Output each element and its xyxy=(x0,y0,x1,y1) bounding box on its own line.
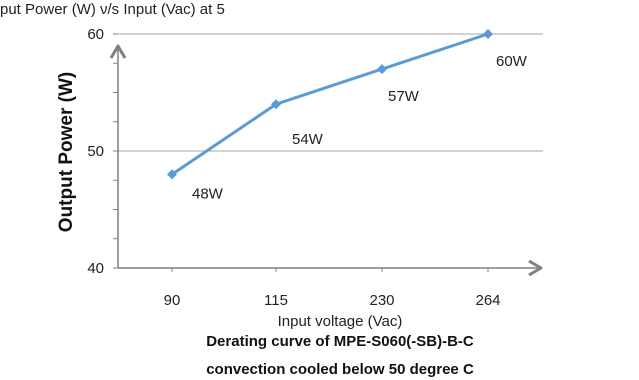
y-axis-arrowhead xyxy=(109,44,127,59)
x-axis-arrowhead xyxy=(528,259,543,277)
y-tick-labels: 40 50 60 xyxy=(87,26,104,277)
data-point-264 xyxy=(483,29,493,39)
axes xyxy=(109,33,543,277)
data-point-115 xyxy=(271,99,281,110)
data-labels: 48W 54W 57W 60W xyxy=(192,53,528,202)
data-label-54W: 54W xyxy=(292,131,324,148)
caption-line-1: Derating curve of MPE-S060(-SB)-B-C xyxy=(206,333,474,350)
y-tick-label-50: 50 xyxy=(87,143,104,160)
data-label-48W: 48W xyxy=(192,185,224,202)
x-tick-label-230: 230 xyxy=(369,292,394,309)
gridlines xyxy=(118,33,543,152)
x-tick-label-264: 264 xyxy=(475,292,500,309)
y-tick-label-40: 40 xyxy=(87,260,104,277)
x-tick-label-90: 90 xyxy=(164,292,181,309)
header-fragment: put Power (W) ν/s Input (Vac) at 5 xyxy=(0,1,225,18)
caption-line-2: convection cooled below 50 degree C xyxy=(206,361,474,378)
data-point-90 xyxy=(167,169,177,180)
x-axis-title: Input voltage (Vac) xyxy=(278,313,403,330)
y-axis-title-group: Output Power (W) xyxy=(56,72,77,232)
series-group xyxy=(167,29,493,180)
y-tick-label-60: 60 xyxy=(87,26,104,43)
data-label-60W: 60W xyxy=(496,53,528,70)
series-line xyxy=(171,32,489,176)
data-point-230 xyxy=(377,64,387,75)
y-axis-title: Output Power (W) xyxy=(56,72,77,232)
data-label-57W: 57W xyxy=(388,88,420,105)
x-tick-label-115: 115 xyxy=(264,292,288,309)
x-tick-labels: 90 115 230 264 xyxy=(164,292,501,309)
